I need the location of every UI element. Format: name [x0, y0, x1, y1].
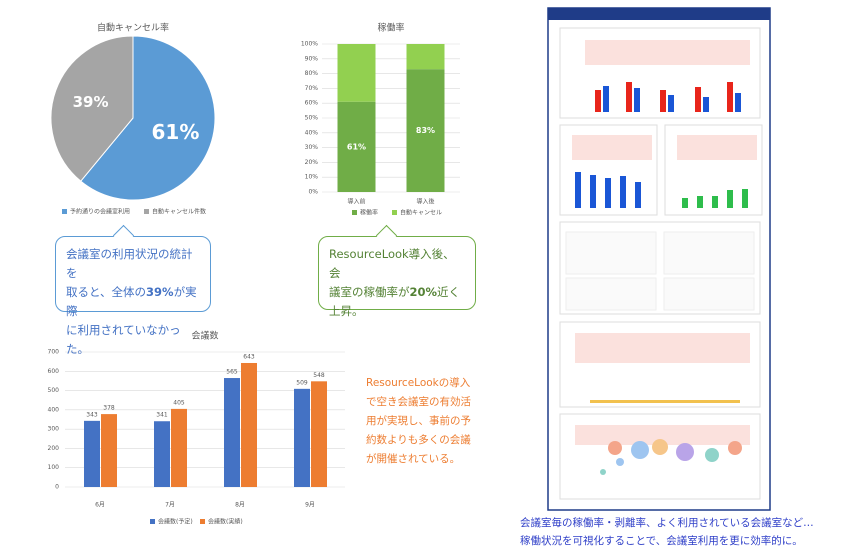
pie-slice [80, 35, 216, 201]
y-tick-label: 600 [48, 368, 60, 375]
pie-label: 39% [73, 93, 109, 111]
bar-label: 378 [103, 405, 115, 412]
bar-label: 509 [296, 379, 308, 386]
legend-swatch [62, 209, 67, 214]
note-line: 約数よりも多くの会議 [366, 434, 471, 446]
bar [294, 388, 310, 487]
bar-label: 643 [243, 353, 255, 360]
y-tick-label: 60% [305, 100, 319, 107]
pie-slice [50, 35, 134, 182]
y-tick-label: 90% [305, 55, 319, 62]
y-tick-label: 0 [55, 484, 59, 491]
legend-swatch [150, 519, 155, 524]
y-tick-label: 100 [48, 464, 60, 471]
bar-label: 61% [347, 142, 366, 151]
callout-text: ResourceLook導入後、会 [329, 247, 455, 280]
x-tick-label: 8月 [235, 502, 245, 509]
y-tick-label: 500 [48, 387, 60, 394]
bar-segment [337, 101, 376, 192]
caption: 会議室毎の稼働率・剥離率、よく利用されている会議室など… 稼働状況を可視化するこ… [520, 514, 840, 550]
callout-text: 39% [146, 285, 174, 299]
x-tick-label: 導入前 [347, 198, 365, 206]
callout-text: に利用されていなかった。 [66, 323, 181, 356]
y-tick-label: 40% [305, 129, 319, 136]
bar [101, 414, 117, 487]
legend-swatch [144, 209, 149, 214]
y-tick-label: 100% [301, 41, 318, 48]
x-tick-label: 導入後 [416, 198, 434, 206]
note-line: 用が実現し、事前の予 [366, 415, 471, 427]
bar-segment [406, 44, 445, 70]
bar-label: 343 [86, 411, 98, 418]
callout-text: 20% [409, 285, 438, 299]
callout-text: 取ると、全体の [66, 285, 147, 299]
legend-swatch [392, 210, 397, 215]
bar-label: 565 [226, 369, 238, 376]
chart-title: 稼働率 [377, 22, 404, 34]
note: ResourceLookの導入 で空き会議室の有効活 用が実現し、事前の予 約数… [366, 374, 486, 469]
pie-label: 61% [151, 120, 199, 144]
legend-label: 会議数(実績) [208, 518, 243, 526]
bar-segment [337, 44, 376, 102]
x-tick-label: 6月 [95, 502, 105, 509]
y-tick-label: 300 [48, 426, 60, 433]
chart-title: 会議数 [191, 330, 218, 342]
y-tick-label: 400 [48, 406, 60, 413]
bar [241, 362, 257, 487]
note-line: ResourceLookの導入 [366, 377, 471, 389]
callout-text: 近く [437, 285, 461, 299]
chart-title: 自動キャンセル率 [97, 22, 169, 34]
y-tick-label: 200 [48, 445, 60, 452]
y-tick-label: 0% [308, 189, 318, 196]
bar [311, 381, 327, 487]
dashboard-thumbnail [547, 7, 771, 511]
callout-text: 議室の稼働率が [329, 285, 410, 299]
legend-swatch [352, 210, 357, 215]
bar-segment [406, 69, 445, 192]
callout-text: が実際 [66, 285, 197, 318]
note-line: が開催されている。 [366, 453, 461, 465]
y-tick-label: 10% [305, 174, 319, 181]
note-line: で空き会議室の有効活 [366, 396, 471, 408]
bar-label: 341 [156, 412, 168, 419]
x-tick-label: 7月 [165, 502, 175, 509]
legend-label: 予約通りの会議室利用 [70, 208, 130, 216]
x-tick-label: 9月 [305, 502, 315, 509]
bar [84, 420, 100, 487]
callout-text: 上昇。 [329, 304, 364, 318]
bar [224, 378, 240, 487]
legend-label: 稼働率 [360, 209, 378, 217]
y-tick-label: 70% [305, 85, 319, 92]
legend-label: 自動キャンセル [400, 209, 442, 217]
bar-label: 83% [416, 126, 435, 135]
callout: 会議室の利用状況の統計を 取ると、全体の39%が実際 に利用されていなかった。 [55, 236, 211, 356]
bar-label: 548 [313, 372, 325, 379]
callout: ResourceLook導入後、会 議室の稼働率が20%近く 上昇。 [318, 236, 476, 318]
caption-line: 会議室毎の稼働率・剥離率、よく利用されている会議室など… [520, 517, 814, 529]
bar [154, 421, 170, 487]
y-tick-label: 700 [48, 349, 60, 356]
legend-label: 会議数(予定) [158, 518, 193, 526]
bar [171, 408, 187, 487]
legend-swatch [200, 519, 205, 524]
bar-label: 405 [173, 399, 185, 406]
caption-line: 稼働状況を可視化することで、会議室利用を更に効率的に。 [520, 535, 803, 547]
y-tick-label: 30% [305, 144, 319, 151]
legend-label: 自動キャンセル件数 [152, 208, 206, 216]
y-tick-label: 80% [305, 70, 319, 77]
callout-text: 会議室の利用状況の統計を [66, 247, 193, 280]
y-tick-label: 50% [305, 115, 319, 122]
y-tick-label: 20% [305, 159, 319, 166]
